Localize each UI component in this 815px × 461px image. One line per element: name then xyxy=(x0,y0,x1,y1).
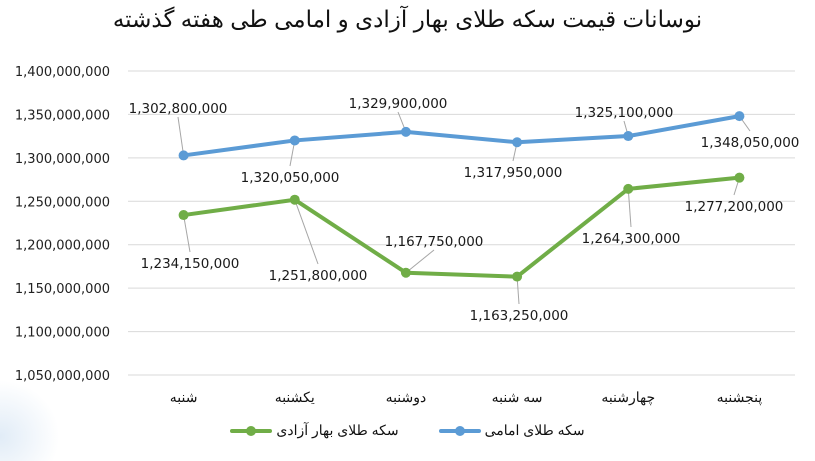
data-point-marker[interactable] xyxy=(623,183,634,194)
gridlines xyxy=(128,70,795,376)
legend: سکه طلای بهار آزادی سکه طلای امامی xyxy=(0,422,815,439)
data-label: 1,163,250,000 xyxy=(470,308,569,324)
data-point-marker[interactable] xyxy=(623,131,634,142)
legend-label: سکه طلای امامی xyxy=(484,422,585,438)
y-tick-label: 1,100,000,000 xyxy=(15,326,110,341)
data-label: 1,320,050,000 xyxy=(241,170,340,186)
data-point-marker[interactable] xyxy=(734,111,745,122)
y-tick-label: 1,400,000,000 xyxy=(15,65,110,80)
legend-item-bahar-azadi[interactable]: سکه طلای بهار آزادی xyxy=(230,422,399,439)
series-line xyxy=(181,114,742,158)
blue-line-marker-icon xyxy=(438,425,481,436)
data-label: 1,329,900,000 xyxy=(349,96,448,112)
data-point-marker[interactable] xyxy=(512,271,523,282)
leader-line xyxy=(183,214,191,253)
x-category-label: سه شنبه xyxy=(492,389,543,405)
x-category-label: دوشنبه xyxy=(386,389,427,406)
data-point-marker[interactable] xyxy=(734,172,745,183)
x-category-label: یکشنبه xyxy=(275,389,315,405)
y-tick-label: 1,150,000,000 xyxy=(15,282,110,297)
corner-decoration xyxy=(0,380,60,461)
data-point-marker[interactable] xyxy=(400,126,411,137)
legend-label: سکه طلای بهار آزادی xyxy=(276,422,399,438)
y-axis: 1,050,000,000 1,100,000,000 1,150,000,000 1… xyxy=(15,65,110,384)
leader-line xyxy=(177,116,185,156)
y-tick-label: 1,250,000,000 xyxy=(15,195,110,210)
y-tick-label: 1,200,000,000 xyxy=(15,239,110,254)
leader-line xyxy=(294,199,319,265)
data-label: 1,277,200,000 xyxy=(685,199,784,215)
data-series xyxy=(178,111,745,282)
data-point-marker[interactable] xyxy=(289,194,300,205)
data-point-marker[interactable] xyxy=(400,267,411,278)
x-category-label: شنبه xyxy=(170,389,198,405)
legend-item-emami[interactable]: سکه طلای امامی xyxy=(438,422,585,439)
green-line-marker-icon xyxy=(230,425,273,436)
y-tick-label: 1,050,000,000 xyxy=(15,369,110,384)
x-category-label: چهارشنبه xyxy=(601,389,655,406)
leader-line xyxy=(405,249,435,274)
data-label: 1,348,050,000 xyxy=(701,135,800,151)
data-label: 1,167,750,000 xyxy=(385,234,484,250)
series-line xyxy=(181,175,742,279)
data-label: 1,302,800,000 xyxy=(129,101,228,117)
data-label: 1,264,300,000 xyxy=(582,231,681,247)
y-tick-label: 1,300,000,000 xyxy=(15,152,110,167)
data-label: 1,234,150,000 xyxy=(141,256,240,272)
y-tick-label: 1,350,000,000 xyxy=(15,108,110,123)
data-labels: 1,302,800,000 1,320,050,000 1,329,900,000 1… xyxy=(129,96,800,324)
data-label: 1,325,100,000 xyxy=(575,105,674,121)
leader-line xyxy=(627,188,632,228)
data-label: 1,317,950,000 xyxy=(464,165,563,181)
data-label: 1,251,800,000 xyxy=(269,268,368,284)
x-axis: شنبه یکشنبه دوشنبه سه شنبه چهارشنبه پنجشنبه xyxy=(170,389,763,406)
data-point-marker[interactable] xyxy=(178,150,189,161)
chart-title: نوسانات قیمت سکه طلای بهار آزادی و امامی… xyxy=(112,6,703,32)
data-point-marker[interactable] xyxy=(178,210,189,221)
data-point-marker[interactable] xyxy=(512,137,523,148)
x-category-label: پنجشنبه xyxy=(717,389,763,406)
data-point-marker[interactable] xyxy=(289,135,300,146)
